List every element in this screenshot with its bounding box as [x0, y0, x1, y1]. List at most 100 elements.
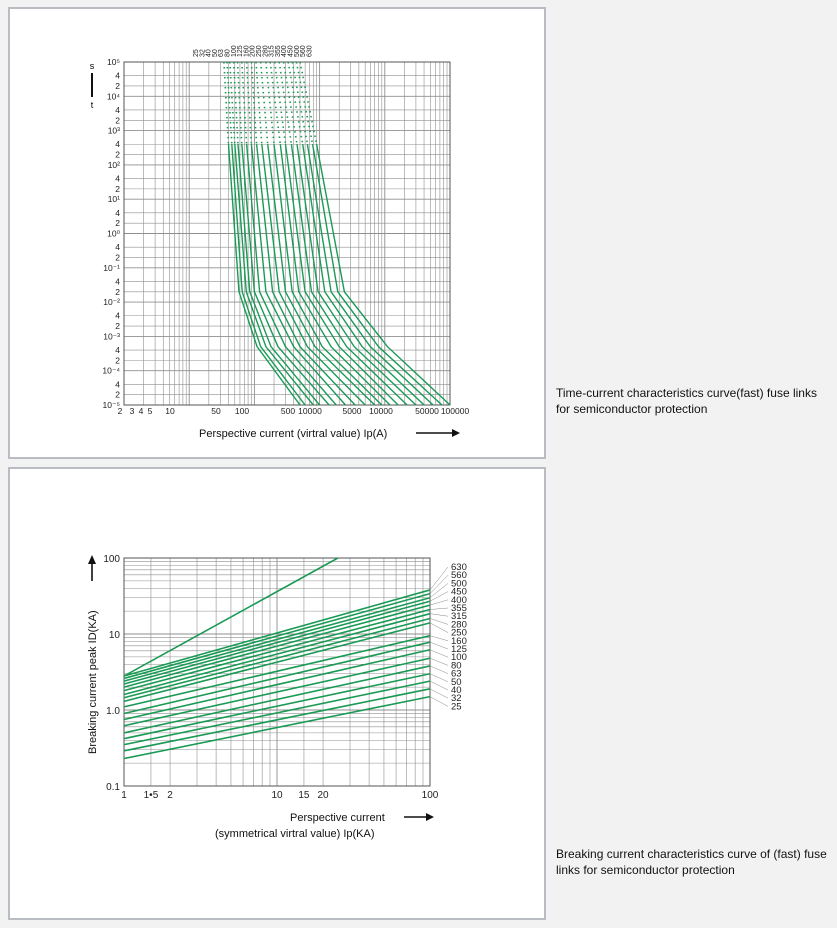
y-tick-label: 2: [115, 252, 120, 262]
x-axis-label: Perspective current: [290, 812, 385, 824]
fuse-curve-dotted: [265, 61, 275, 145]
x-tick-label: 4: [139, 406, 144, 416]
fuse-curve: [234, 144, 314, 406]
label-leader: [429, 591, 449, 602]
series-line: [123, 695, 431, 760]
breaking-current-chart-panel: 100 10 1.0 0.1 1 1•5 2 10 15 20 100 Breaking curren…: [8, 467, 546, 920]
series-line: [123, 657, 431, 727]
y-tick-label: 10⁰: [107, 229, 120, 239]
fuse-curve-dotted: [236, 61, 243, 145]
fuse-curve: [245, 144, 337, 406]
fuse-curve-dotted: [232, 61, 239, 145]
fuse-curve: [311, 144, 443, 406]
series-line: [123, 600, 431, 685]
time-current-chart-panel: 10⁵ 4 2 10⁴ 4 2 10³ 4 2 10² 4 2 10¹ 4 2 10⁰ 4 2 10⁻¹ 4 2 10⁻²…: [8, 7, 546, 459]
label-leader: [429, 607, 449, 610]
series-label: 40: [451, 685, 462, 696]
label-leader: [429, 657, 449, 666]
y-tick-label: 10: [109, 630, 121, 641]
label-leader: [429, 613, 449, 617]
y-tick-label: 2: [115, 321, 120, 331]
series-label: 250: [256, 45, 263, 57]
x-tick-label: 50000: [415, 406, 439, 416]
caption-line: Breaking current characteristics curve o…: [556, 847, 827, 861]
label-leader: [429, 649, 449, 658]
x-tick-label: 100: [235, 406, 249, 416]
fuse-curve: [237, 144, 321, 406]
y-tick-label: 1.0: [106, 706, 120, 717]
x-tick-label: 100: [422, 790, 439, 801]
y-axis-label-top: s: [90, 61, 95, 71]
x-tick-label: 10000: [298, 406, 322, 416]
y-tick-label: 2: [115, 218, 120, 228]
y-tick-label: 10⁻⁴: [102, 366, 120, 376]
series-label: 500: [294, 45, 301, 57]
label-leader: [429, 622, 449, 633]
y-tick-label: 10⁵: [107, 57, 120, 67]
series-line: [123, 680, 431, 746]
series-label: 160: [451, 636, 467, 647]
series-line: [123, 596, 431, 682]
series-line: [123, 608, 431, 692]
series-line: [123, 688, 431, 752]
series-label: 63: [451, 669, 462, 680]
fuse-curve: [315, 144, 451, 406]
x-axis-label: Perspective current (virtral value) Ip(A…: [199, 428, 387, 440]
y-tick-label: 4: [115, 71, 120, 81]
fuse-curve-dotted: [299, 61, 318, 145]
x-tick-label: 2: [118, 406, 123, 416]
fuse-curve: [267, 144, 376, 406]
fuse-curve-dotted: [255, 61, 263, 145]
series-label: 125: [237, 45, 244, 57]
y-tick-label: 4: [115, 311, 120, 321]
plot-frame: [123, 61, 451, 406]
y-tick-label: 4: [115, 276, 120, 286]
breaking-current-chart: 100 10 1.0 0.11 1•5 2 10 15 20 100 Breaking curren…: [87, 554, 467, 840]
series-label: 100: [231, 45, 238, 57]
y-tick-label: 4: [115, 379, 120, 389]
x-tick-label: 15: [298, 790, 310, 801]
fuse-curve: [261, 144, 366, 406]
x-tick-label: 5000: [343, 406, 362, 416]
fuse-curve: [279, 144, 391, 406]
fuse-curve: [241, 144, 330, 406]
plot-frame: [123, 557, 431, 787]
series-label: 630: [451, 562, 467, 573]
fuse-curve-dotted: [250, 61, 258, 145]
time-current-chart-caption: Time-current characteristics curve(fast)…: [556, 385, 837, 417]
x-tick-label: 20: [317, 790, 329, 801]
caption-line: Time-current characteristics curve(fast)…: [556, 386, 817, 400]
x-tick-label: 500: [281, 406, 295, 416]
series-label: 63: [218, 49, 225, 57]
fuse-curve: [273, 144, 383, 406]
series-label: 50: [451, 677, 462, 688]
x-tick-label: 3: [130, 406, 135, 416]
series-label: 100: [451, 652, 467, 663]
label-leader: [429, 635, 449, 642]
fuse-curve-dotted: [273, 61, 287, 145]
series-label: 450: [288, 45, 295, 57]
fuse-curve-dotted: [241, 61, 248, 145]
y-tick-label: 4: [115, 242, 120, 252]
series-label: 50: [212, 49, 219, 57]
label-leader: [429, 583, 449, 598]
fuse-curve: [290, 144, 408, 406]
label-leader: [429, 566, 449, 591]
series-line: [123, 648, 431, 721]
y-axis-label-bottom: t: [91, 100, 94, 110]
x-tick-label: 10000: [369, 406, 393, 416]
series-label: 355: [451, 603, 467, 614]
series-label: 250: [451, 628, 467, 639]
caption-line: for semiconductor protection: [556, 402, 708, 416]
series-label: 200: [250, 45, 257, 57]
label-leader: [429, 599, 449, 606]
x-axis-arrowhead: [452, 429, 460, 437]
y-axis-arrowhead: [88, 555, 96, 564]
series-label: 400: [281, 45, 288, 57]
series-line: [123, 641, 431, 715]
series-label: 25: [193, 49, 200, 57]
label-leader: [429, 696, 449, 707]
y-tick-label: 100: [103, 554, 120, 565]
series-label: 80: [451, 660, 462, 671]
time-current-chart: 10⁵4210⁴4210³4210²4210¹4210⁰4210⁻¹4210⁻²…: [90, 45, 470, 440]
